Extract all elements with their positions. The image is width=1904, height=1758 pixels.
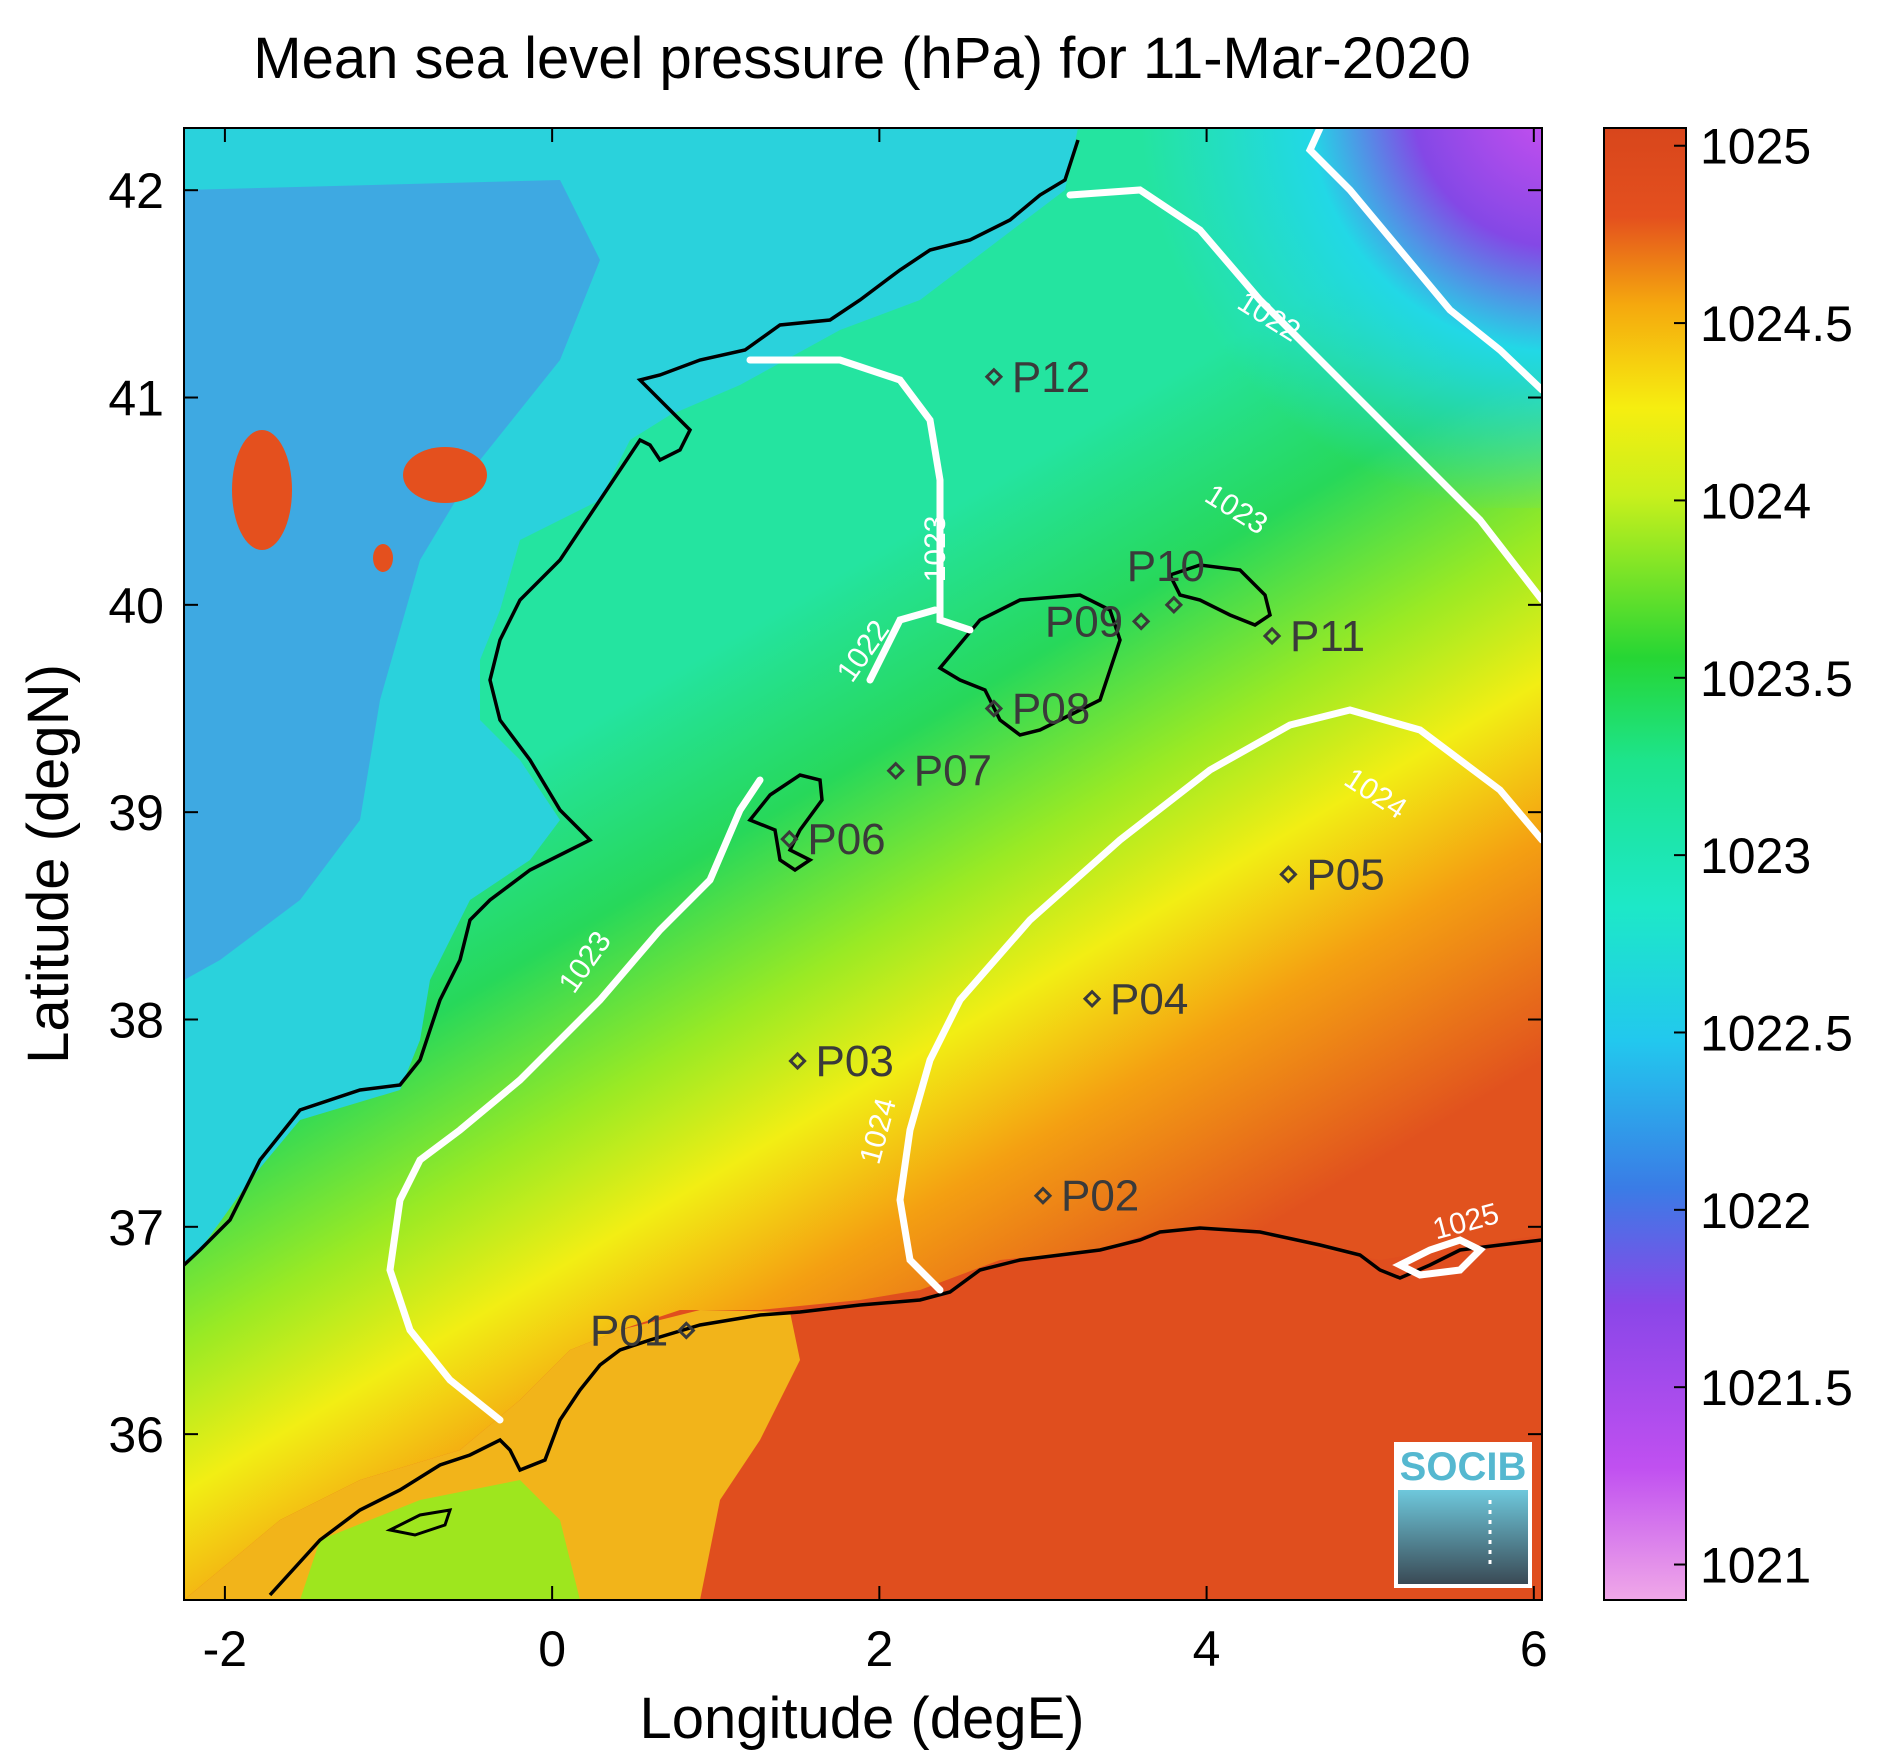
- socib-logo-text: SOCIB: [1400, 1445, 1527, 1489]
- colorbar-tick-label: 1025: [1700, 119, 1811, 175]
- isobar-1023-east: [1066, 186, 1542, 604]
- land-iberia-interior: [184, 180, 600, 980]
- station-marker: [788, 1051, 807, 1071]
- colorbar-ticks: 1021 1021.5 1022 1022.5 1023 1023.5 1024 1024.5…: [1674, 119, 1853, 1594]
- station-marker: [1131, 612, 1151, 631]
- colorbar-tick-label: 1022: [1700, 1183, 1811, 1239]
- station-p11: P11: [1262, 612, 1365, 661]
- station-p04: P04: [1082, 975, 1188, 1024]
- station-marker: [1082, 989, 1102, 1008]
- station-marker: [1033, 1186, 1053, 1205]
- colorbar: 1021 1021.5 1022 1022.5 1023 1023.5 1024 1024.5…: [1603, 119, 1853, 1601]
- isobar-lines: [386, 128, 1542, 1424]
- x-tick-label: -2: [203, 1621, 247, 1677]
- x-axis-ticks: -2 0 2 4 6: [203, 128, 1548, 1677]
- map-title: Mean sea level pressure (hPa) for 11-Mar…: [253, 26, 1471, 91]
- socib-logo: SOCIB: [1394, 1442, 1532, 1588]
- island-mallorca: [937, 593, 1122, 737]
- y-tick-label: 42: [108, 163, 164, 219]
- island-menorca: [1167, 563, 1272, 627]
- station-p06: P06: [780, 815, 886, 864]
- station-label: P01: [590, 1306, 668, 1355]
- colorbar-tick-label: 1022.5: [1700, 1005, 1853, 1061]
- colorbar-tick-label: 1021.5: [1700, 1360, 1853, 1416]
- station-label: P06: [807, 815, 885, 864]
- station-marker: [1164, 595, 1184, 615]
- land-high-spot-3: [373, 544, 393, 572]
- land-high-spot-1: [232, 430, 292, 550]
- y-tick-label: 40: [108, 578, 164, 634]
- y-tick-label: 36: [108, 1407, 164, 1463]
- x-tick-label: 6: [1520, 1621, 1548, 1677]
- x-tick-label: 4: [1193, 1621, 1221, 1677]
- station-p10: P10: [1127, 542, 1205, 615]
- y-axis-label: Latitude (degN): [16, 664, 81, 1064]
- station-p03: P03: [788, 1037, 894, 1086]
- land-north-africa-green-edge: [300, 1480, 580, 1600]
- station-p05: P05: [1279, 850, 1385, 899]
- station-p12: P12: [984, 353, 1090, 402]
- colorbar-tick-label: 1024: [1700, 473, 1811, 529]
- station-label: P09: [1045, 597, 1123, 646]
- station-label: P08: [1012, 685, 1090, 734]
- isobar-1025-southeast: [1392, 1236, 1486, 1279]
- island-ibiza: [747, 773, 824, 873]
- station-p01: P01: [590, 1306, 696, 1355]
- x-tick-label: 2: [865, 1621, 893, 1677]
- x-tick-label: 0: [538, 1621, 566, 1677]
- coastline-iberia: [184, 139, 1080, 1267]
- station-p02: P02: [1033, 1172, 1139, 1221]
- station-marker: [886, 761, 905, 780]
- colorbar-tick-label: 1023: [1700, 828, 1811, 884]
- station-label: P03: [816, 1037, 894, 1086]
- coastline-north-africa: [268, 1226, 1542, 1597]
- isobar-1022-channel: [866, 606, 939, 684]
- station-marker: [1279, 865, 1298, 884]
- y-tick-label: 37: [108, 1200, 164, 1256]
- station-p09: P09: [1045, 597, 1151, 646]
- y-tick-label: 41: [108, 371, 164, 427]
- y-axis-ticks: 36 37 38 39 40 41 42: [108, 163, 1542, 1463]
- isobar-1024-south: [896, 706, 1542, 1294]
- colorbar-tick-label: 1024.5: [1700, 296, 1853, 352]
- station-label: P02: [1061, 1172, 1139, 1221]
- station-marker: [1262, 626, 1282, 646]
- station-label: P11: [1290, 612, 1365, 661]
- station-p08: P08: [984, 685, 1090, 734]
- map-frame: [183, 127, 1543, 1601]
- station-label: P12: [1012, 353, 1090, 402]
- station-marker: [984, 367, 1004, 386]
- station-marker: [677, 1321, 696, 1340]
- station-label: P07: [914, 747, 992, 796]
- low-pressure-northeast: [1100, 128, 1542, 508]
- colorbar-tick-label: 1021: [1700, 1538, 1811, 1594]
- station-marker: [780, 829, 799, 849]
- land-high-spot-2: [403, 447, 487, 503]
- y-tick-label: 39: [108, 785, 164, 841]
- colorbar-tick-label: 1023.5: [1700, 651, 1853, 707]
- station-label: P05: [1306, 850, 1384, 899]
- station-p07: P07: [886, 747, 992, 796]
- isobar-label: 1023: [919, 515, 952, 582]
- colorbar-gradient: [1603, 127, 1687, 1601]
- station-label: P04: [1110, 975, 1188, 1024]
- island-alboran: [385, 1508, 453, 1537]
- station-marker: [984, 699, 1004, 718]
- y-tick-label: 38: [108, 992, 164, 1048]
- station-label: P10: [1127, 542, 1205, 591]
- isobar-1023-west: [386, 776, 764, 1424]
- isobar-1022-northeast: [1305, 128, 1542, 394]
- isobar-1023-balearic: [746, 356, 974, 634]
- x-axis-label: Longitude (degE): [640, 1686, 1085, 1751]
